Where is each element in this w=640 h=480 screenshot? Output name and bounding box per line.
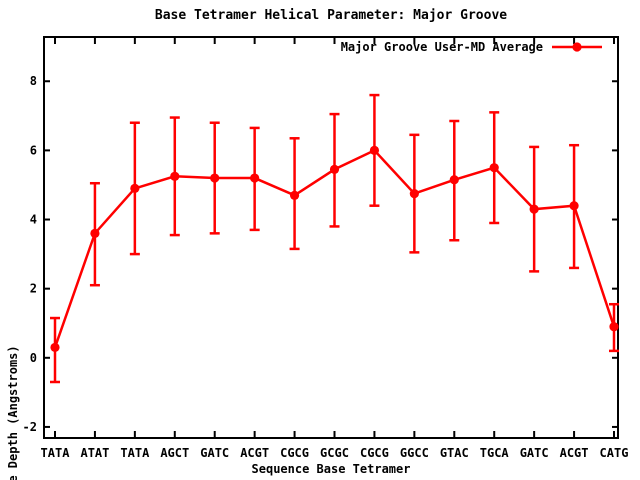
y-tick-label: 4 bbox=[30, 213, 37, 227]
x-tick-label: TATA bbox=[41, 446, 71, 460]
data-point bbox=[50, 342, 60, 353]
y-tick-label: 2 bbox=[30, 282, 37, 296]
data-point bbox=[210, 173, 220, 183]
legend: Major Groove User-MD Average bbox=[341, 40, 603, 54]
x-tick-label: ACGT bbox=[240, 446, 269, 460]
x-tick-label: TGCA bbox=[480, 446, 510, 460]
y-tick-label: 8 bbox=[30, 74, 37, 88]
x-tick-label: GCGC bbox=[320, 446, 349, 460]
x-tick-label: AGCT bbox=[160, 446, 189, 460]
data-point bbox=[369, 145, 380, 155]
data-point bbox=[329, 164, 340, 174]
legend-label: Major Groove User-MD Average bbox=[340, 40, 543, 54]
x-tick-label: ACGT bbox=[560, 446, 589, 460]
data-point bbox=[609, 322, 619, 332]
x-tick-label: GGCC bbox=[400, 446, 429, 460]
data-point bbox=[289, 190, 300, 200]
plot-border bbox=[43, 36, 619, 439]
data-point bbox=[449, 175, 459, 185]
data-point bbox=[170, 171, 180, 181]
x-tick-label: CGCG bbox=[280, 446, 309, 460]
data-point bbox=[90, 228, 100, 238]
x-tick-label: CATG bbox=[600, 446, 629, 460]
data-point bbox=[250, 173, 260, 183]
x-tick-label: CGCG bbox=[360, 446, 389, 460]
chart-title: Base Tetramer Helical Parameter: Major G… bbox=[154, 8, 508, 23]
x-tick-label: GTAC bbox=[440, 446, 469, 460]
x-tick-label: GATC bbox=[520, 446, 549, 460]
x-tick-label: TATA bbox=[120, 446, 150, 460]
legend-series-sample bbox=[552, 42, 602, 52]
x-tick-label: GATC bbox=[200, 446, 229, 460]
data-point bbox=[569, 201, 579, 211]
data-point bbox=[409, 188, 419, 199]
data-point bbox=[130, 183, 140, 194]
legend-marker bbox=[572, 42, 582, 52]
y-tick-label: -2 bbox=[23, 420, 37, 434]
x-tick-label: ATAT bbox=[80, 446, 109, 460]
data-point bbox=[489, 163, 499, 173]
y-tick-label: 0 bbox=[30, 351, 37, 365]
x-axis-title: Sequence Base Tetramer bbox=[251, 462, 411, 476]
data-point bbox=[529, 204, 539, 214]
y-tick-label: 6 bbox=[30, 143, 37, 157]
